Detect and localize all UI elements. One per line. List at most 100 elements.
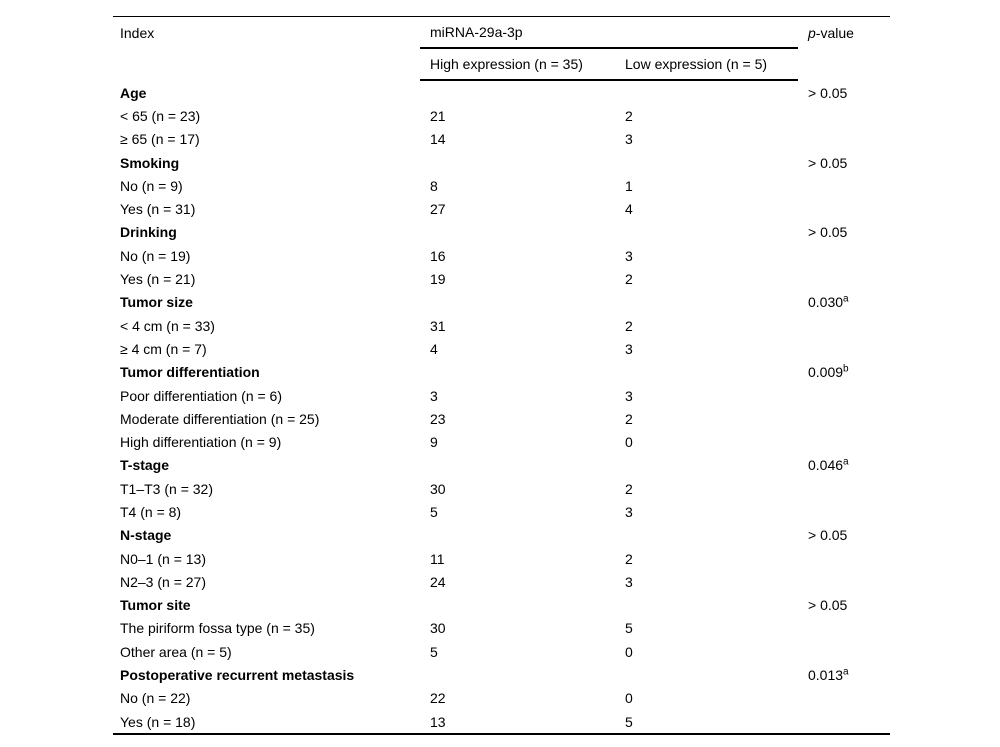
row-label: The piriform fossa type (n = 35) xyxy=(120,620,315,637)
p-value-text: > 0.05 xyxy=(808,84,848,101)
p-value-cell: > 0.05 xyxy=(798,224,890,240)
high-expression-value: 5 xyxy=(430,643,438,660)
low-expression-value: 2 xyxy=(625,410,633,427)
table-row: Yes (n = 31) 27 4 xyxy=(113,197,890,220)
p-value-text: > 0.05 xyxy=(808,224,848,241)
p-value-superscript: a xyxy=(843,667,849,678)
table-row: High differentiation (n = 9) 9 0 xyxy=(113,430,890,453)
table-row: Postoperative recurrent metastasis 0.013a xyxy=(113,663,890,686)
table-row: Age > 0.05 xyxy=(113,81,890,104)
low-expression-value: 3 xyxy=(625,573,633,590)
table-row: No (n = 19) 16 3 xyxy=(113,244,890,267)
row-label: High differentiation (n = 9) xyxy=(120,434,282,451)
row-label: T-stage xyxy=(120,457,170,474)
high-expression-value: 19 xyxy=(430,271,446,288)
row-label: Smoking xyxy=(120,154,180,171)
table-row: No (n = 22) 22 0 xyxy=(113,687,890,710)
high-expression-value: 13 xyxy=(430,713,446,730)
table-row: < 4 cm (n = 33) 31 2 xyxy=(113,314,890,337)
low-expression-value: 3 xyxy=(625,503,633,520)
p-value-cell: > 0.05 xyxy=(798,527,890,543)
table-row: T-stage 0.046a xyxy=(113,454,890,477)
low-expression-value: 4 xyxy=(625,201,633,218)
row-label: Yes (n = 31) xyxy=(120,201,196,218)
row-label: Drinking xyxy=(120,224,177,241)
row-label: Postoperative recurrent metastasis xyxy=(120,667,355,684)
table-row: The piriform fossa type (n = 35) 30 5 xyxy=(113,617,890,640)
table-row: N2–3 (n = 27) 24 3 xyxy=(113,570,890,593)
table-row: Smoking > 0.05 xyxy=(113,151,890,174)
row-label: N-stage xyxy=(120,527,172,544)
high-expression-value: 22 xyxy=(430,690,446,707)
high-expression-value: 31 xyxy=(430,317,446,334)
table-row: N0–1 (n = 13) 11 2 xyxy=(113,547,890,570)
row-label: No (n = 9) xyxy=(120,177,183,194)
high-expression-value: 11 xyxy=(430,550,445,567)
low-expression-value: 5 xyxy=(625,620,633,637)
low-expression-value: 2 xyxy=(625,317,633,334)
row-label: Tumor size xyxy=(120,294,193,311)
p-value-superscript: a xyxy=(843,294,849,305)
high-expression-value: 9 xyxy=(430,434,438,451)
row-label: < 4 cm (n = 33) xyxy=(120,317,215,334)
row-label: ≥ 65 (n = 17) xyxy=(120,131,200,148)
p-value-text: 0.009 xyxy=(808,364,844,381)
subheader-group: High expression (n = 35) Low expression … xyxy=(420,49,798,81)
high-expression-value: 5 xyxy=(430,503,438,520)
low-expression-value: 3 xyxy=(625,340,633,357)
p-value-cell: > 0.05 xyxy=(798,597,890,613)
table-row: T1–T3 (n = 32) 30 2 xyxy=(113,477,890,500)
p-value-text: 0.013 xyxy=(808,667,844,684)
high-expression-value: 30 xyxy=(430,620,446,637)
table-row: ≥ 4 cm (n = 7) 4 3 xyxy=(113,337,890,360)
p-value-cell: > 0.05 xyxy=(798,155,890,171)
high-expression-value: 4 xyxy=(430,340,438,357)
row-label: No (n = 22) xyxy=(120,690,191,707)
p-value-superscript: b xyxy=(843,364,849,375)
row-label: Age xyxy=(120,84,147,101)
table-row: Tumor site > 0.05 xyxy=(113,594,890,617)
low-expression-value: 2 xyxy=(625,550,633,567)
table-row: Tumor size 0.030a xyxy=(113,291,890,314)
high-expression-value: 30 xyxy=(430,480,446,497)
high-expression-value: 8 xyxy=(430,177,438,194)
row-label: T4 (n = 8) xyxy=(120,503,182,520)
table-row: T4 (n = 8) 5 3 xyxy=(113,500,890,523)
table-row: No (n = 9) 8 1 xyxy=(113,174,890,197)
table-row: Yes (n = 21) 19 2 xyxy=(113,267,890,290)
subheader-empty-pvalue xyxy=(798,49,890,81)
p-value-cell: > 0.05 xyxy=(798,85,890,101)
p-value-header-rest: -value xyxy=(815,25,854,41)
p-value-cell: 0.030a xyxy=(798,294,890,310)
table-row: Other area (n = 5) 5 0 xyxy=(113,640,890,663)
low-expression-value: 1 xyxy=(625,177,633,194)
p-value-text: 0.030 xyxy=(808,294,844,311)
col-header-group-mirna: miRNA-29a-3p xyxy=(420,17,798,49)
low-expression-value: 3 xyxy=(625,247,633,264)
table-row: Yes (n = 18) 13 5 xyxy=(113,710,890,733)
clinical-characteristics-table: Index miRNA-29a-3p p -value High expressi… xyxy=(113,16,890,736)
low-expression-value: 2 xyxy=(625,107,633,124)
table-row: Tumor differentiation 0.009b xyxy=(113,361,890,384)
high-expression-value: 3 xyxy=(430,387,438,404)
row-label: < 65 (n = 23) xyxy=(120,107,201,124)
high-expression-value: 14 xyxy=(430,131,446,148)
col-header-index: Index xyxy=(120,25,155,41)
high-expression-value: 24 xyxy=(430,573,446,590)
row-label: Tumor differentiation xyxy=(120,364,260,381)
table-row: Drinking > 0.05 xyxy=(113,221,890,244)
col-header-high-expression: High expression (n = 35) xyxy=(430,56,583,72)
row-label: Yes (n = 21) xyxy=(120,271,196,288)
row-label: Moderate differentiation (n = 25) xyxy=(120,410,320,427)
high-expression-value: 27 xyxy=(430,201,446,218)
high-expression-value: 21 xyxy=(430,107,446,124)
low-expression-value: 2 xyxy=(625,271,633,288)
row-label: No (n = 19) xyxy=(120,247,191,264)
col-header-low-expression: Low expression (n = 5) xyxy=(625,56,768,72)
row-label: T1–T3 (n = 32) xyxy=(120,480,213,497)
p-value-cell: 0.009b xyxy=(798,364,890,380)
p-value-text: 0.046 xyxy=(808,457,844,474)
row-label: ≥ 4 cm (n = 7) xyxy=(120,340,207,357)
row-label: Yes (n = 18) xyxy=(120,713,196,730)
